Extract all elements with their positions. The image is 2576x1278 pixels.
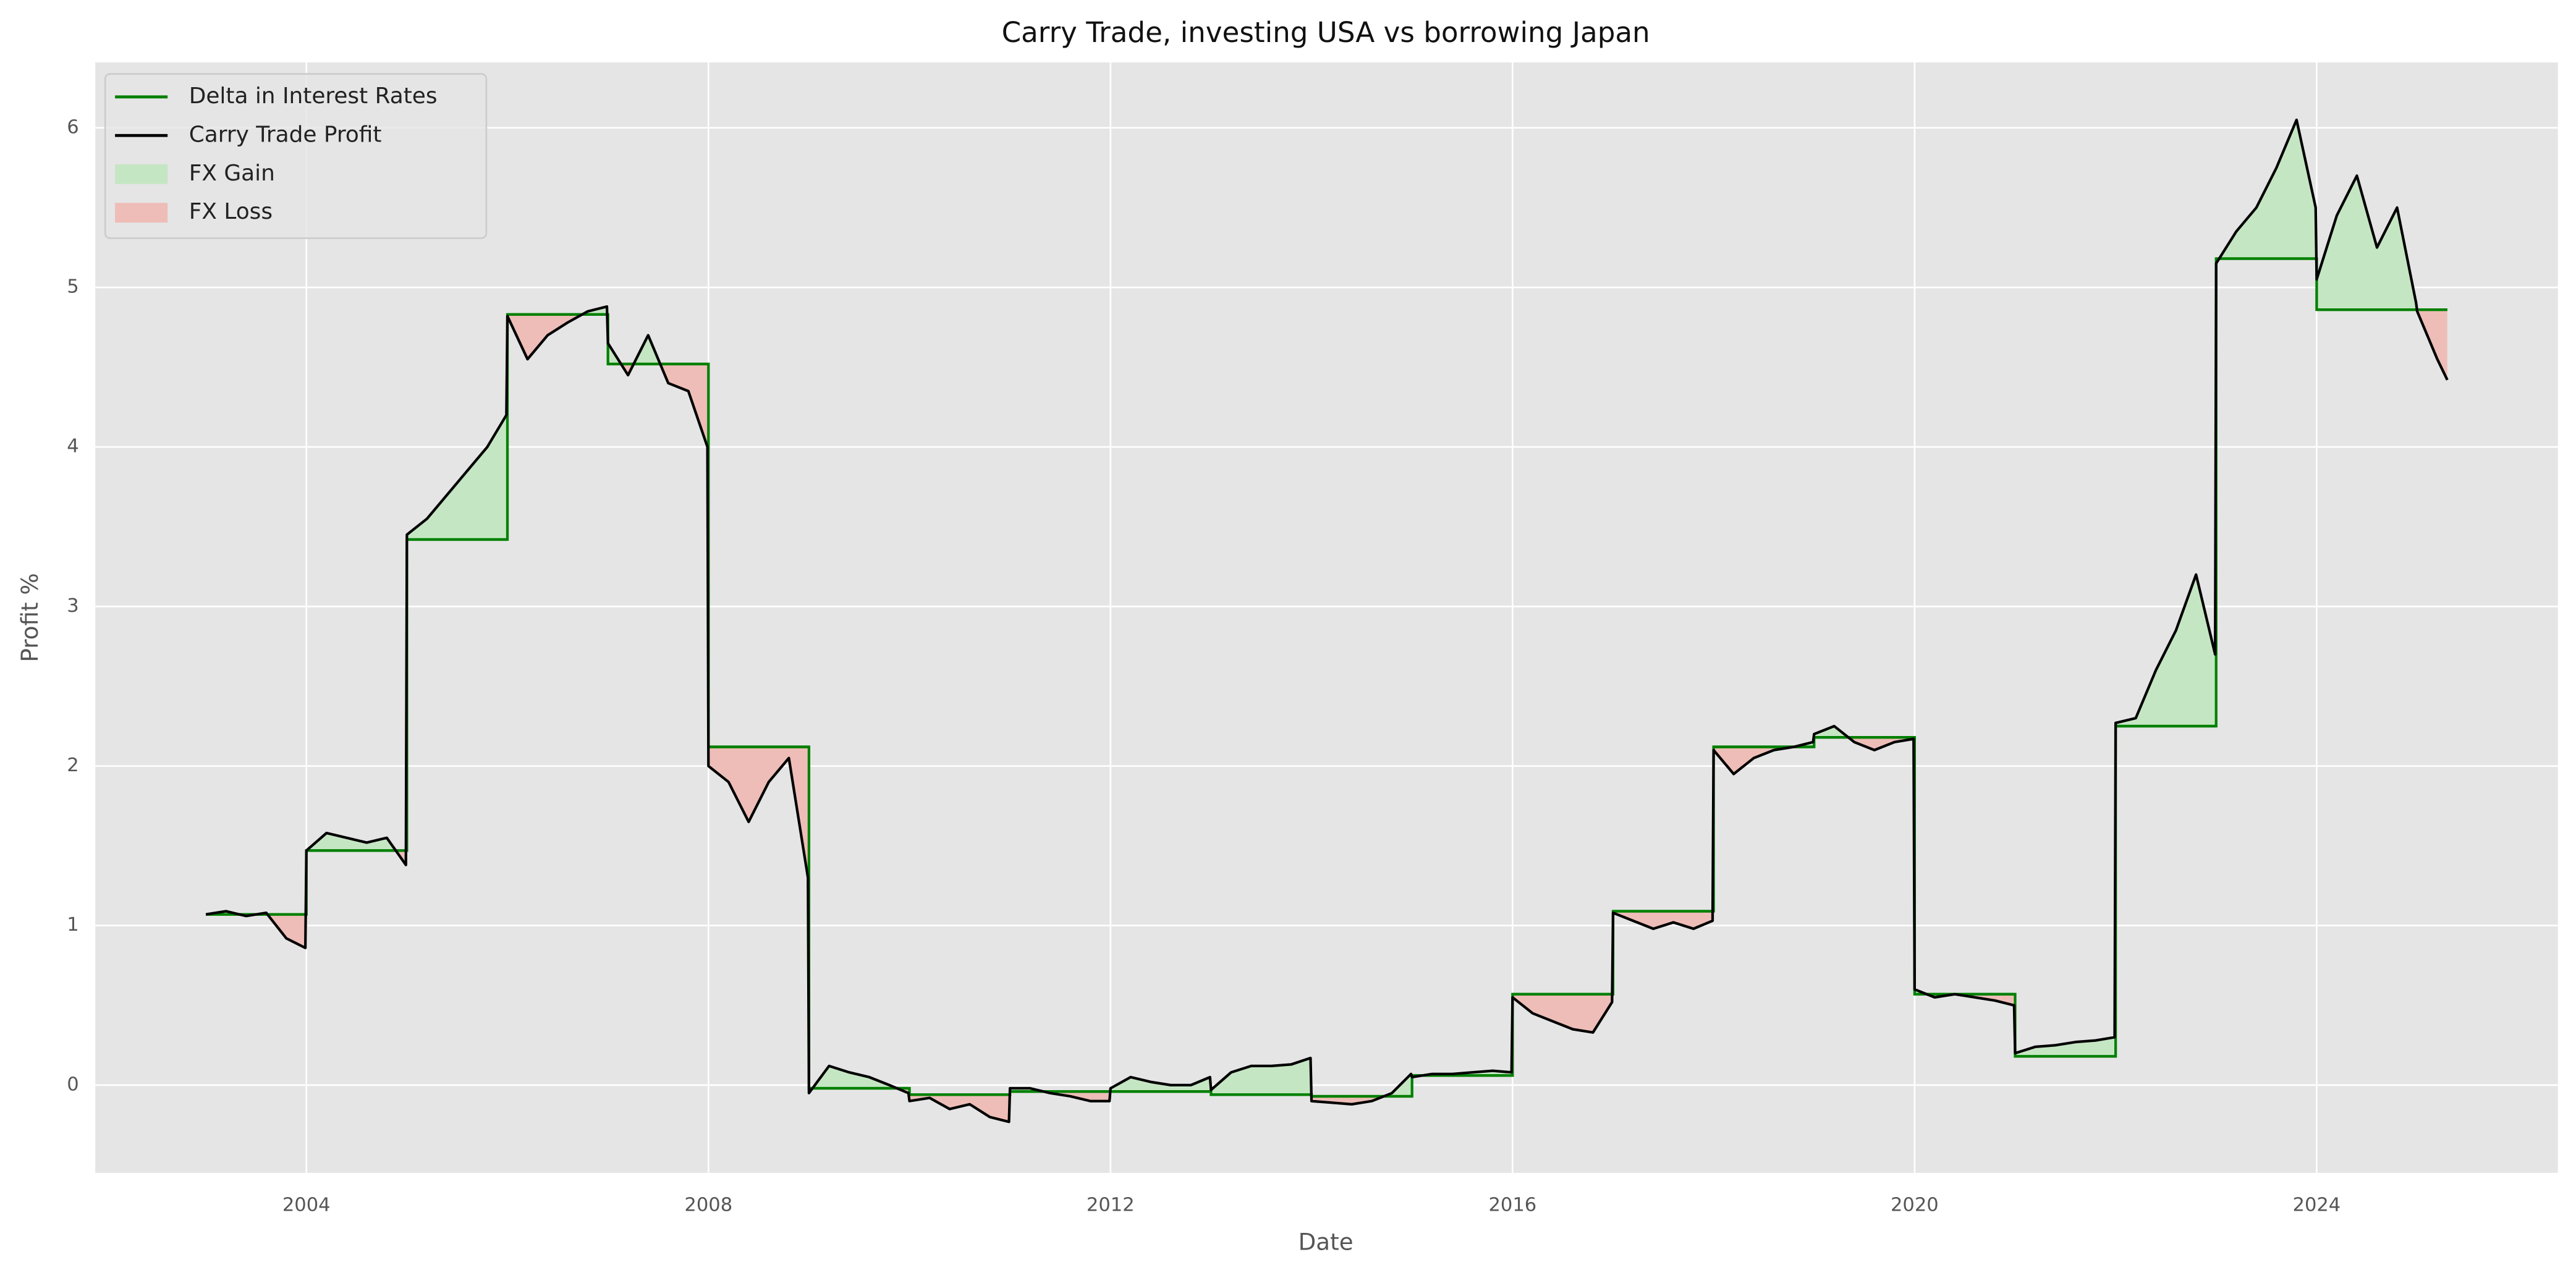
y-tick-label: 5 (67, 276, 78, 298)
y-tick-label: 2 (67, 755, 78, 776)
x-axis-label: Date (1299, 1229, 1354, 1256)
y-tick-label: 6 (67, 116, 78, 138)
chart-title: Carry Trade, investing USA vs borrowing … (1002, 16, 1650, 49)
legend-box (104, 73, 488, 239)
x-tick-label: 2004 (282, 1195, 331, 1216)
y-tick-label: 4 (67, 436, 78, 457)
x-tick-label: 2016 (1488, 1195, 1536, 1216)
y-tick-label: 0 (67, 1073, 78, 1095)
legend-swatch (115, 203, 168, 223)
profit-line (205, 118, 2449, 1124)
x-tick-label: 2020 (1891, 1195, 1939, 1216)
legend-label: Delta in Interest Rates (189, 83, 438, 109)
x-tick-label: 2024 (2293, 1195, 2341, 1216)
legend-label: Carry Trade Profit (189, 122, 382, 147)
legend: Delta in Interest Rates Carry Trade Profi… (104, 73, 488, 239)
y-tick-label: 3 (67, 595, 78, 617)
y-tick-label: 1 (67, 914, 78, 936)
legend-label: FX Gain (189, 161, 275, 186)
legend-label: FX Loss (189, 199, 273, 224)
plot-background (95, 62, 2558, 1173)
x-tick-label: 2012 (1087, 1195, 1135, 1216)
y-axis-label: Profit % (16, 573, 43, 662)
x-tick-label: 2008 (684, 1195, 732, 1216)
legend-swatch (115, 164, 168, 184)
